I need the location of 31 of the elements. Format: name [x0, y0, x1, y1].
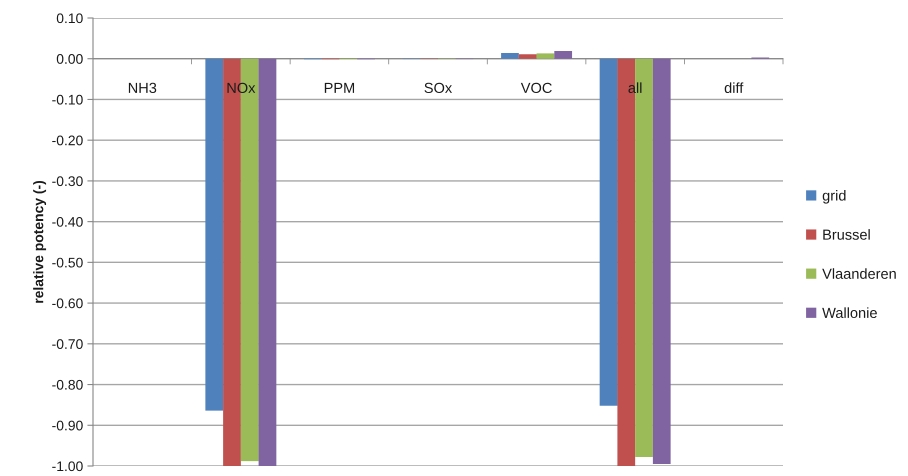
bar — [554, 50, 572, 59]
legend-label: Vlaanderen — [822, 268, 896, 279]
x-tick-label: diff — [724, 82, 744, 94]
y-tick-label: 0.00 — [56, 54, 83, 64]
y-tick-label: -0.30 — [52, 176, 83, 186]
x-tick-label: NH3 — [128, 82, 156, 94]
y-tick-label: -1.00 — [52, 461, 83, 472]
legend-label: grid — [822, 190, 846, 204]
y-tick-label: -0.90 — [52, 420, 83, 430]
bar — [518, 54, 537, 59]
x-tick-label: PPM — [324, 82, 354, 93]
legend-label: Brussel — [823, 229, 870, 240]
y-tick-label: -0.20 — [52, 136, 83, 146]
bar — [600, 58, 618, 406]
x-tick-label: SOx — [424, 82, 452, 94]
bar — [501, 53, 519, 59]
y-tick-label: -0.50 — [52, 258, 83, 268]
bar — [652, 58, 671, 464]
x-tick-label: all — [628, 82, 642, 94]
y-tick-label: -0.80 — [52, 380, 83, 390]
bar — [205, 58, 224, 411]
y-tick-label: -0.70 — [52, 339, 83, 349]
bar — [536, 53, 554, 59]
y-axis-title: relative potency (-) — [33, 180, 46, 303]
y-tick-label: -0.40 — [52, 216, 83, 227]
x-tick-label: VOC — [520, 82, 552, 94]
bar — [258, 58, 276, 466]
legend-label: Wallonie — [822, 307, 877, 318]
y-tick-label: -0.10 — [52, 94, 83, 105]
y-tick-label: -0.60 — [52, 298, 83, 308]
y-tick-label: 0.10 — [56, 13, 83, 24]
